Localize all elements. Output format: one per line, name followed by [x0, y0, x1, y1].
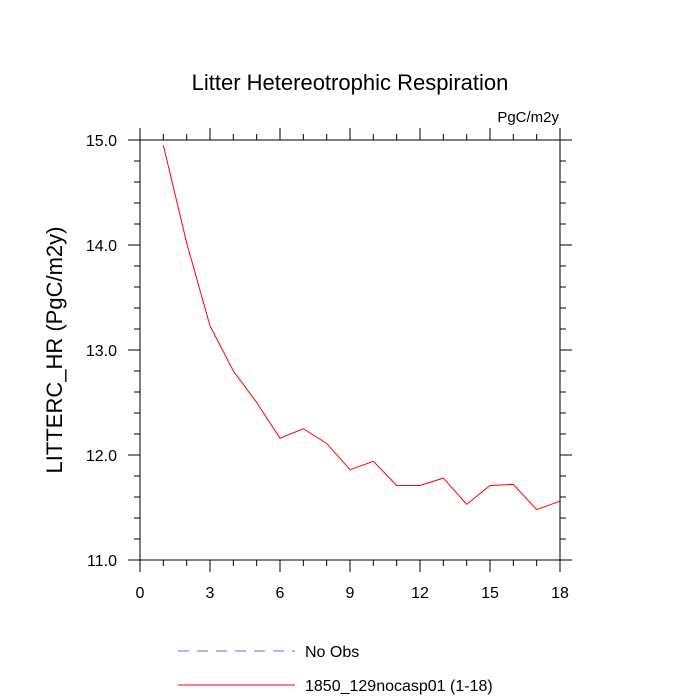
legend: No Obs 1850_129nocasp01 (1-18): [178, 644, 493, 695]
x-tick-label: 15: [481, 585, 499, 602]
series-line: [162, 145, 561, 511]
plot-frame: [139, 139, 561, 561]
ticks: [128, 128, 572, 572]
y-tick-label: 14.0: [86, 238, 117, 255]
x-tick-label: 6: [276, 585, 285, 602]
x-tick-label: 3: [206, 585, 215, 602]
y-tick-label: 12.0: [86, 448, 117, 465]
y-tick-label: 13.0: [86, 343, 117, 360]
legend-label: No Obs: [305, 644, 359, 661]
tick-labels: 0 3 6 9 12 15 18 11.0 12.0 13.0 14.0 15.0: [86, 133, 569, 602]
units-label: PgC/m2y: [497, 109, 559, 126]
y-tick-label: 11.0: [87, 553, 117, 570]
series-layer: [162, 145, 561, 511]
x-tick-label: 12: [411, 585, 429, 602]
x-tick-label: 18: [551, 585, 569, 602]
x-tick-label: 0: [136, 585, 145, 602]
x-tick-label: 9: [346, 585, 355, 602]
chart-title: Litter Hetereotrophic Respiration: [192, 70, 509, 95]
y-axis-label: LITTERC_HR (PgC/m2y): [42, 227, 67, 474]
y-tick-label: 15.0: [86, 133, 117, 150]
legend-label: 1850_129nocasp01 (1-18): [305, 678, 493, 695]
